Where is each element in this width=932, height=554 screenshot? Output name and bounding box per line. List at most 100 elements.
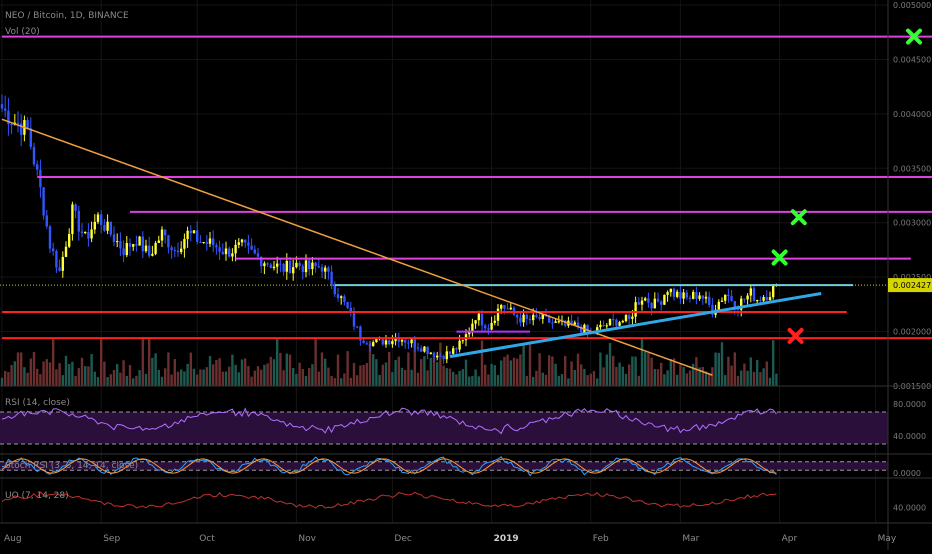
current-price-label: 0.002427: [893, 281, 931, 290]
candle-body: [340, 296, 343, 298]
volume-bar: [650, 357, 653, 386]
candle-body: [112, 234, 116, 242]
candle-body: [308, 260, 311, 270]
volume-bar: [605, 354, 608, 386]
volume-bar: [122, 360, 125, 386]
candle-body: [61, 256, 64, 271]
volume-bar: [61, 375, 64, 386]
volume-bar: [103, 361, 106, 386]
candle-body: [170, 247, 173, 251]
volume-bar: [199, 369, 202, 386]
volume-bar: [554, 363, 557, 386]
candle-body: [240, 239, 244, 243]
candle-body: [173, 250, 176, 252]
volume-bar: [522, 343, 525, 386]
volume-bar: [512, 357, 516, 386]
candle-body: [480, 313, 484, 326]
candle-body: [432, 352, 436, 358]
volume-bar: [253, 370, 256, 386]
candle-body: [605, 325, 608, 327]
indicator-panes: [0, 407, 888, 509]
candle-body: [416, 347, 420, 349]
candle-body: [324, 267, 327, 272]
volume-bar: [407, 352, 410, 386]
volume-bar: [215, 360, 218, 386]
volume-bar: [448, 368, 452, 386]
candle-body: [452, 348, 455, 354]
volume-bar: [176, 371, 180, 386]
volume-bar: [375, 359, 378, 386]
grid-lines: [0, 0, 888, 523]
volume-bar: [221, 371, 224, 386]
volume-bar: [39, 374, 42, 386]
candle-body: [352, 312, 356, 327]
candle-body: [720, 300, 724, 302]
candle-body: [724, 294, 727, 301]
candle-body: [397, 337, 400, 342]
volume-bar: [0, 377, 4, 386]
volume-bar: [756, 359, 759, 386]
candle-body: [420, 348, 423, 352]
volume-bar: [701, 366, 704, 386]
candle-body: [298, 262, 301, 267]
volume-bar: [224, 371, 228, 386]
candle-body: [404, 339, 407, 343]
markers: [771, 28, 922, 344]
time-tick-label: Nov: [298, 534, 316, 544]
volume-bar: [698, 367, 701, 386]
volume-bar: [125, 375, 128, 386]
volume-bar: [573, 369, 576, 386]
volume-bar: [663, 374, 666, 386]
volume-bar: [672, 358, 676, 386]
candle-body: [272, 266, 276, 269]
candle-body: [218, 247, 221, 252]
volume-bar: [436, 362, 439, 386]
candle-body: [692, 292, 695, 299]
candle-body: [100, 214, 103, 225]
candle-body: [125, 243, 128, 256]
volume-bar: [333, 378, 336, 386]
volume-bar: [602, 367, 605, 386]
volume-bar: [231, 354, 234, 386]
candle-body: [183, 239, 186, 249]
volume-bar: [461, 369, 464, 386]
x-marker-stroke: [771, 249, 788, 266]
candle-body: [157, 240, 160, 243]
candle-body: [20, 123, 23, 135]
candle-body: [263, 263, 266, 267]
volume-bar: [496, 375, 500, 386]
candle-body: [16, 122, 20, 124]
volume-bar: [106, 377, 109, 386]
volume-bar: [276, 337, 279, 386]
candle-body: [388, 340, 391, 345]
volume-bar: [743, 363, 746, 386]
candle-body: [285, 260, 288, 272]
price-tick-label: 0.004000: [893, 110, 931, 119]
volume-bar: [301, 369, 304, 386]
x-marker-1: [790, 209, 807, 226]
volume-bar: [535, 370, 538, 386]
volume-bar: [733, 352, 736, 386]
volume-bar: [653, 369, 656, 386]
candle-body: [176, 250, 180, 253]
volume-bar: [740, 370, 743, 386]
volume-bar: [516, 358, 519, 386]
volume-bar: [96, 377, 100, 386]
candle-body: [336, 294, 340, 298]
candle-body: [119, 241, 122, 249]
candle-body: [144, 245, 148, 252]
candle-body: [55, 251, 58, 268]
candle-body: [484, 325, 487, 329]
candle-body: [29, 128, 32, 147]
volume-bar: [685, 373, 688, 386]
candle-body: [317, 266, 320, 268]
candle-body: [490, 322, 493, 330]
volume-bar: [592, 371, 596, 386]
volume-bar: [471, 375, 474, 386]
candle-body: [442, 355, 445, 360]
volume-bar: [762, 368, 765, 386]
candle-body: [496, 308, 500, 321]
candle-body: [474, 320, 477, 324]
